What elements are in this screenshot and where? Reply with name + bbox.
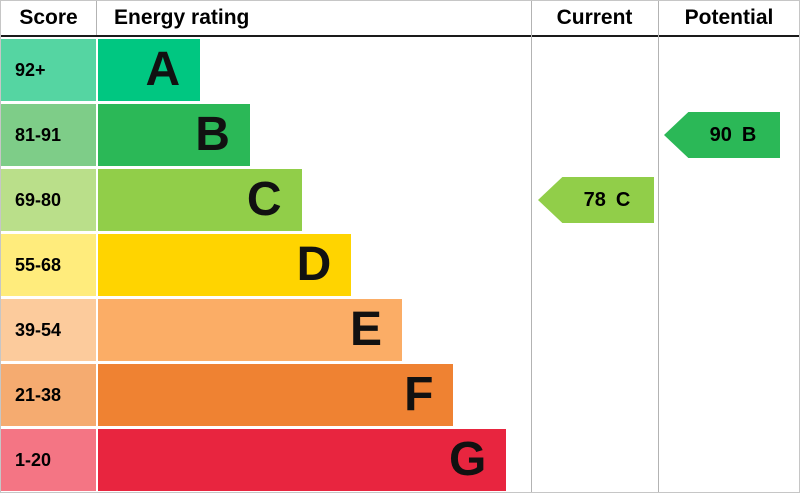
rating-bar-d: D xyxy=(98,234,352,296)
potential-score: 90 xyxy=(709,123,732,146)
current-rating-arrow: 78 C xyxy=(538,177,654,223)
potential-column-divider xyxy=(658,1,659,492)
header-energy-rating: Energy rating xyxy=(114,6,250,29)
band-row-c: 69-80 C xyxy=(1,169,531,234)
score-range: 21-38 xyxy=(1,364,96,426)
score-range: 55-68 xyxy=(1,234,96,296)
band-row-g: 1-20 G xyxy=(1,429,531,492)
bar-area: D xyxy=(98,234,531,296)
header-score: Score xyxy=(19,6,78,29)
current-letter: C xyxy=(615,188,631,211)
rating-letter: D xyxy=(296,238,332,291)
rating-letter: C xyxy=(246,173,282,226)
bar-area: C xyxy=(98,169,531,231)
potential-rating-arrow: 90 B xyxy=(664,112,780,158)
rating-letter: B xyxy=(195,108,230,161)
bar-area: G xyxy=(98,429,531,491)
header-potential: Potential xyxy=(684,6,774,29)
band-row-a: 92+ A xyxy=(1,39,531,104)
score-range: 92+ xyxy=(1,39,96,101)
header-underline xyxy=(1,35,799,37)
rating-bar-e: E xyxy=(98,299,402,361)
rating-bands: 92+ A 81-91 B 69-80 C 5 xyxy=(1,39,531,492)
bar-area: A xyxy=(98,39,531,101)
rating-letter: E xyxy=(349,303,382,356)
bar-area: B xyxy=(98,104,531,166)
score-range: 69-80 xyxy=(1,169,96,231)
rating-bar-g: G xyxy=(98,429,507,491)
potential-letter: B xyxy=(741,123,757,146)
rating-letter: F xyxy=(404,368,434,421)
rating-letter: A xyxy=(145,43,181,96)
bar-area: F xyxy=(98,364,531,426)
score-range: 39-54 xyxy=(1,299,96,361)
current-column-divider xyxy=(531,1,532,492)
rating-bar-a: A xyxy=(98,39,201,101)
band-row-d: 55-68 D xyxy=(1,234,531,299)
band-row-f: 21-38 F xyxy=(1,364,531,429)
score-range: 1-20 xyxy=(1,429,96,491)
rating-bar-f: F xyxy=(98,364,454,426)
rating-letter: G xyxy=(448,433,487,486)
rating-bar-b: B xyxy=(98,104,250,166)
band-row-e: 39-54 E xyxy=(1,299,531,364)
bar-area: E xyxy=(98,299,531,361)
header-current: Current xyxy=(556,6,633,29)
score-column-divider xyxy=(96,1,97,35)
current-score: 78 xyxy=(583,188,606,211)
score-range: 81-91 xyxy=(1,104,96,166)
band-row-b: 81-91 B xyxy=(1,104,531,169)
rating-bar-c: C xyxy=(98,169,302,231)
